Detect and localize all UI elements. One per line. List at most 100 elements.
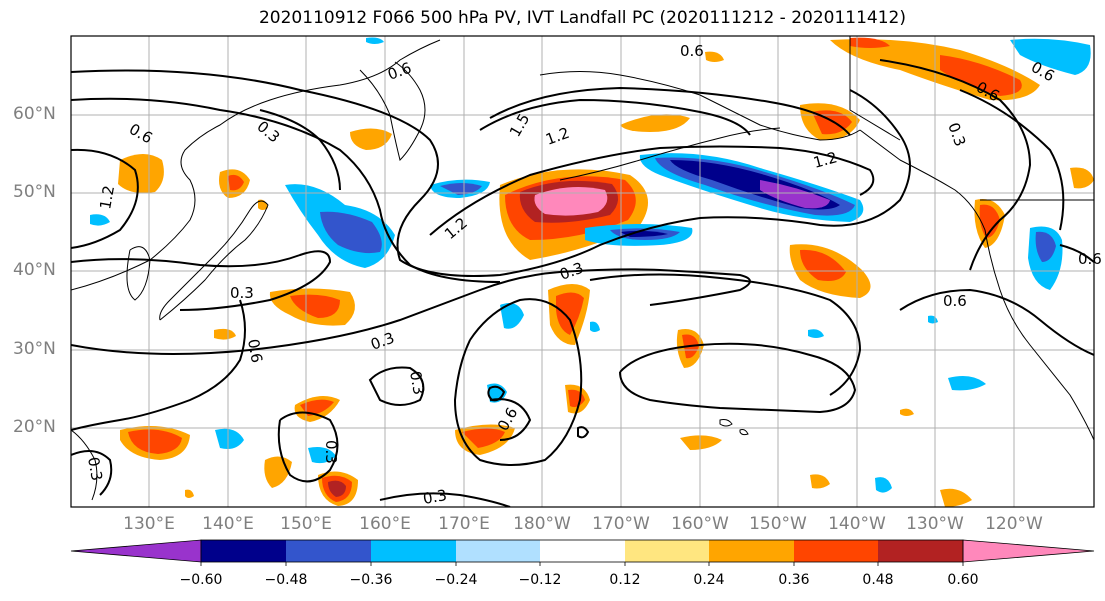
pv-anomaly-positive bbox=[214, 328, 236, 340]
north-america-coast bbox=[859, 129, 1094, 441]
pv-anomaly-negative bbox=[215, 428, 244, 449]
pv-contours bbox=[71, 59, 1094, 507]
pv-contour bbox=[259, 109, 341, 191]
lon-label-160e: 160°E bbox=[359, 514, 411, 534]
pv-contour bbox=[71, 69, 911, 277]
colorbar-segment bbox=[709, 540, 794, 562]
pv-anomaly-negative bbox=[320, 211, 382, 254]
pv-contour bbox=[879, 59, 1032, 271]
lat-label-20n: 20°N bbox=[13, 417, 56, 437]
kamchatka-coast bbox=[359, 61, 426, 161]
colorbar-segment bbox=[794, 540, 878, 562]
pv-contour bbox=[71, 250, 332, 311]
colorbar-high-extend bbox=[962, 539, 1095, 563]
colorbar-segment bbox=[456, 540, 540, 562]
colorbar-tick-label: −0.60 bbox=[179, 572, 223, 588]
colorbar-segment bbox=[540, 540, 625, 562]
pv-anomaly-positive bbox=[128, 429, 182, 454]
contour-label: 0.6 bbox=[943, 292, 967, 310]
pv-contour bbox=[899, 288, 1094, 356]
pv-anomaly-negative bbox=[366, 37, 384, 44]
pv-contour bbox=[71, 97, 501, 283]
pv-anomaly-negative bbox=[875, 477, 892, 493]
colorbar-tick-label: 0.36 bbox=[778, 572, 810, 588]
pv-anomaly-positive bbox=[228, 174, 244, 191]
asia-coast bbox=[71, 39, 441, 291]
pv-anomaly-negative bbox=[620, 230, 668, 237]
pv-anomaly-positive bbox=[800, 249, 846, 281]
pv-contour bbox=[489, 398, 532, 441]
colorbar-tick-label: −0.12 bbox=[518, 572, 562, 588]
pv-contour bbox=[487, 385, 506, 402]
pv-contour bbox=[589, 273, 862, 396]
lon-label-160w: 160°W bbox=[671, 514, 729, 534]
pv-anomaly-positive bbox=[290, 294, 340, 318]
colorbar-tick-label: 0.12 bbox=[609, 572, 641, 588]
colorbar-frame bbox=[200, 539, 964, 563]
pv-contour bbox=[379, 492, 511, 507]
korea-coast bbox=[126, 246, 151, 301]
pv-anomaly-negative bbox=[440, 183, 482, 195]
lat-label-30n: 30°N bbox=[13, 339, 56, 359]
alaska-coast bbox=[539, 71, 861, 141]
lat-label-40n: 40°N bbox=[13, 260, 56, 280]
pv-contour bbox=[619, 342, 857, 414]
pv-contour bbox=[453, 298, 583, 466]
lon-label-130e: 130°E bbox=[123, 514, 175, 534]
pv-anomaly-negative bbox=[1035, 231, 1056, 262]
colorbar-tick-label: −0.24 bbox=[434, 572, 478, 588]
contour-label: 0.3 bbox=[322, 440, 340, 464]
aleutian-coast bbox=[559, 127, 781, 181]
colorbar-tick-label: −0.48 bbox=[264, 572, 308, 588]
pv-contour bbox=[71, 450, 113, 496]
pv-anomaly-negative bbox=[90, 214, 110, 226]
lon-label-150w: 150°W bbox=[749, 514, 807, 534]
pv-anomaly-positive bbox=[328, 480, 346, 497]
pv-anomaly-positive bbox=[534, 186, 608, 216]
pv-contour bbox=[71, 299, 246, 431]
pv-contour bbox=[479, 98, 751, 136]
colorbar-tick-label: 0.60 bbox=[947, 572, 979, 588]
contour-label: 0.3 bbox=[230, 284, 254, 302]
colorbar-tick-label: 0.48 bbox=[862, 572, 894, 588]
colorbar-low-extend bbox=[70, 539, 202, 563]
pv-contour bbox=[959, 89, 1065, 231]
lon-label-140w: 140°W bbox=[828, 514, 886, 534]
canada-border bbox=[849, 36, 901, 141]
contour-label: 0.6 bbox=[244, 338, 266, 365]
contour-label: 0.6 bbox=[680, 42, 704, 60]
pv-contour bbox=[429, 145, 875, 236]
map-title: 2020110912 F066 500 hPa PV, IVT Landfall… bbox=[258, 8, 906, 28]
pv-contour bbox=[277, 411, 339, 483]
pv-contour bbox=[1059, 244, 1094, 263]
pv-contour bbox=[577, 426, 590, 439]
contour-label: 1.2 bbox=[811, 148, 839, 172]
lon-label-130w: 130°W bbox=[906, 514, 964, 534]
pv-anomaly-positive bbox=[850, 37, 890, 48]
pv-anomaly-positive bbox=[620, 114, 690, 132]
philippine-coast bbox=[71, 429, 98, 501]
pv-anomaly-positive bbox=[118, 154, 164, 193]
pv-contour bbox=[368, 366, 425, 406]
pv-anomaly-positive bbox=[1070, 167, 1094, 189]
japan-coast bbox=[159, 200, 269, 321]
lon-label-170e: 170°E bbox=[438, 514, 490, 534]
pv-anomaly-negative bbox=[590, 321, 600, 332]
contour-label: 0.3 bbox=[406, 370, 428, 397]
pv-anomaly-positive bbox=[185, 489, 194, 498]
pv-anomaly-negative bbox=[308, 447, 336, 464]
pv-anomaly-positive bbox=[705, 51, 724, 62]
pv-anomaly-positive bbox=[350, 128, 392, 150]
pv-anomaly-positive bbox=[900, 408, 914, 416]
pv-anomaly-positive bbox=[940, 55, 1022, 96]
map-frame bbox=[70, 35, 1095, 508]
contour-label: 0.3 bbox=[422, 486, 449, 508]
pv-anomaly-positive bbox=[556, 292, 584, 335]
pv-anomaly-positive bbox=[810, 474, 830, 489]
colorbar-tick-label: −0.36 bbox=[349, 572, 393, 588]
colorbar-segment bbox=[201, 540, 286, 562]
lat-label-60n: 60°N bbox=[13, 104, 56, 124]
lon-label-140e: 140°E bbox=[202, 514, 254, 534]
lon-label-150e: 150°E bbox=[280, 514, 332, 534]
